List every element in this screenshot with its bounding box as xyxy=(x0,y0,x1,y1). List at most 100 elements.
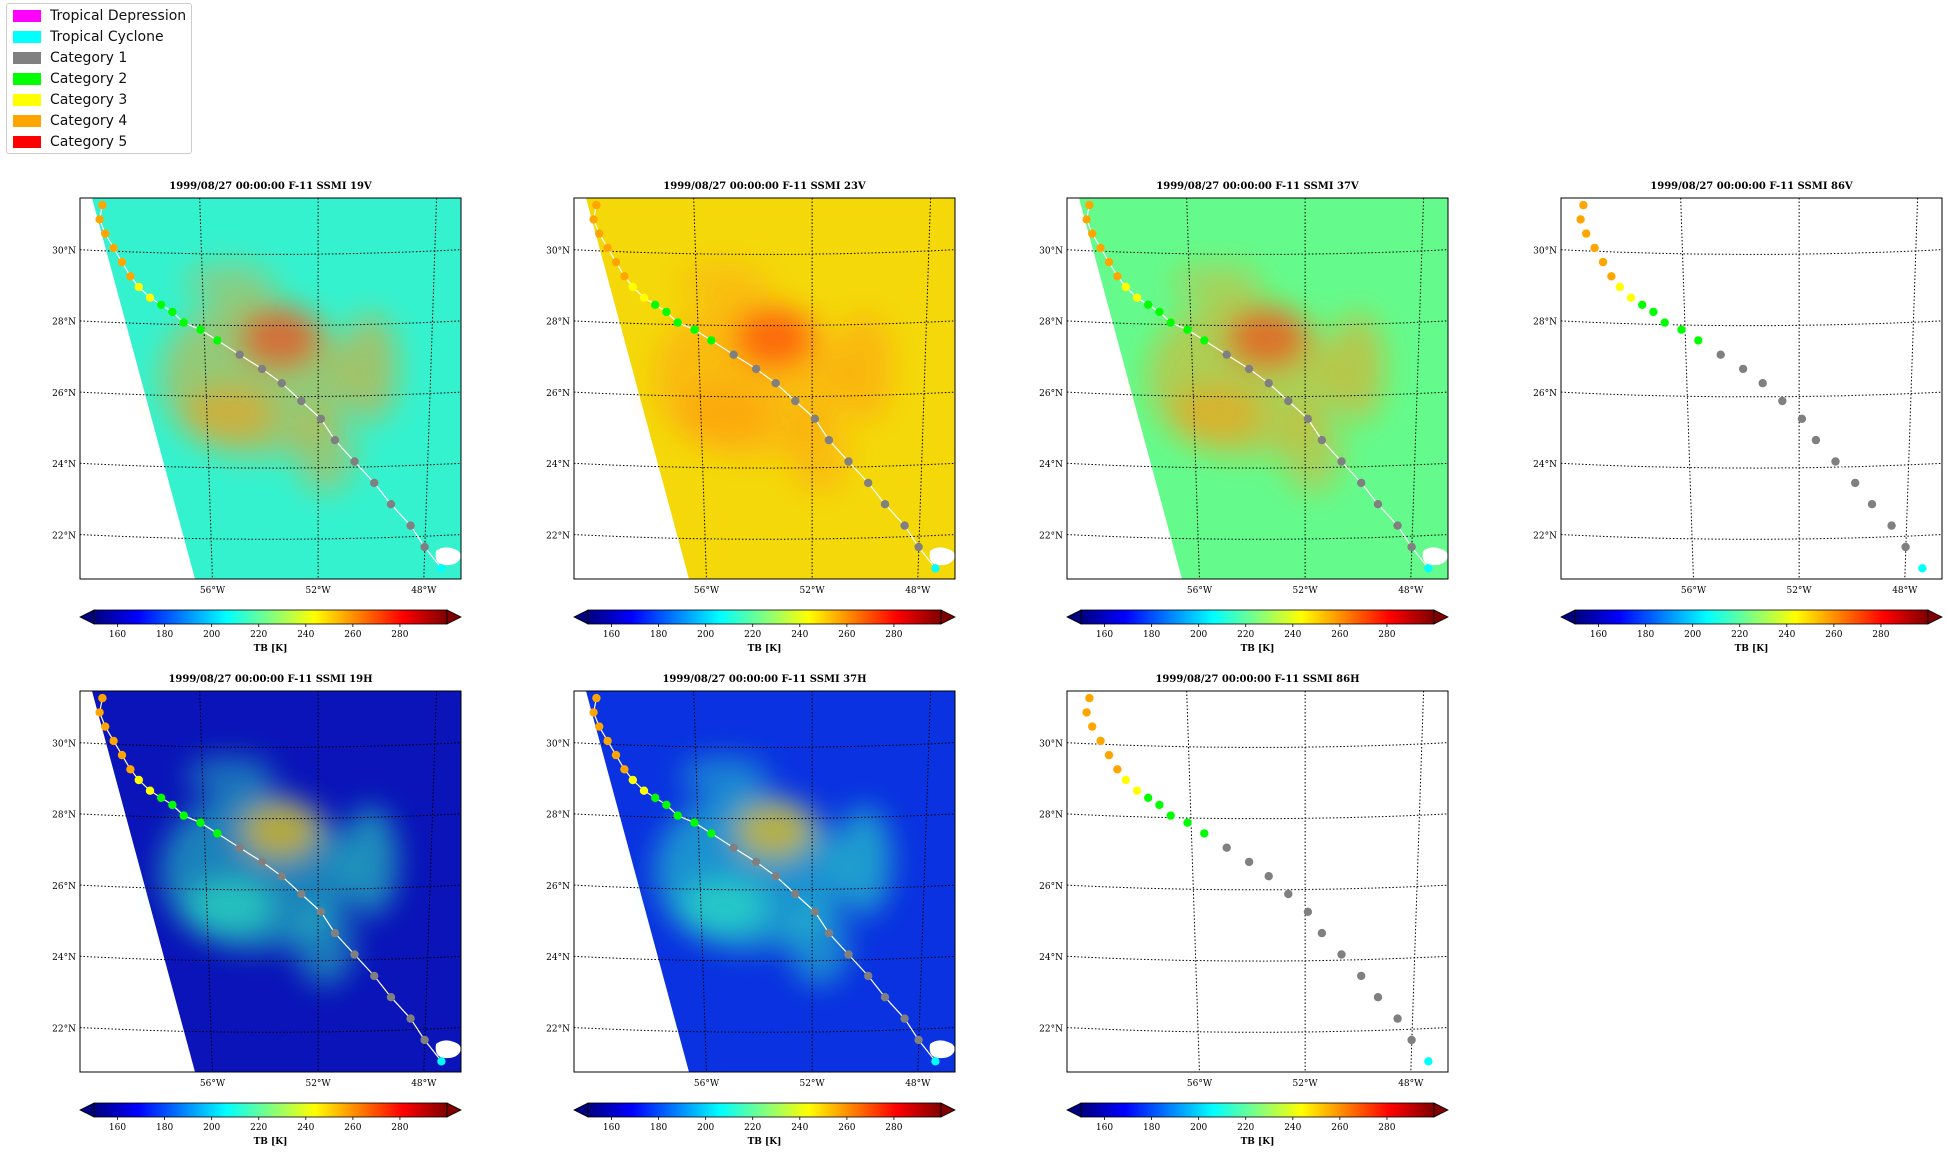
colorbar-tick-label: 240 xyxy=(791,1123,808,1133)
track-point xyxy=(592,200,601,210)
colorbar-tick-label: 180 xyxy=(650,630,667,640)
track-point xyxy=(791,889,800,899)
track-point xyxy=(589,708,598,717)
track-point xyxy=(1649,307,1658,317)
rain-band xyxy=(679,756,769,796)
island xyxy=(929,1040,955,1059)
track-point xyxy=(1121,282,1130,292)
colorbar-tick-label: 200 xyxy=(1684,630,1701,640)
track-point xyxy=(1716,350,1725,359)
colorbar-tick-label: 200 xyxy=(1190,1123,1207,1133)
map-panel: 1999/08/27 00:00:00 F-11 SSMI 19V 30°N 28°… xyxy=(52,181,462,654)
lat-label: 30°N xyxy=(1533,246,1557,256)
lat-label: 28°N xyxy=(52,318,76,328)
colorbar-tick-label: 180 xyxy=(650,1123,667,1133)
parallel-line xyxy=(1067,320,1448,327)
parallel-line xyxy=(80,320,461,327)
colorbar-tick-label: 220 xyxy=(1731,630,1748,640)
parallel-line xyxy=(574,391,955,398)
track-point xyxy=(179,318,188,327)
panel-title: 1999/08/27 00:00:00 F-11 SSMI 37V xyxy=(1156,181,1359,192)
track-point xyxy=(98,200,107,210)
storm-core xyxy=(1227,308,1307,368)
colorbar-tick-label: 280 xyxy=(885,1123,902,1133)
colorbar-gradient xyxy=(587,1102,942,1118)
parallel-line xyxy=(80,813,461,820)
track-point xyxy=(1082,215,1091,224)
track-point xyxy=(1284,396,1293,406)
island xyxy=(435,1040,461,1059)
parallel-line xyxy=(80,249,461,255)
track-point xyxy=(101,722,110,731)
track-point xyxy=(1303,414,1313,423)
track-point xyxy=(420,542,429,552)
colorbar-label: TB [K] xyxy=(1241,1137,1275,1147)
track-point xyxy=(1096,736,1105,746)
track-point xyxy=(690,325,699,334)
map-frame xyxy=(1066,690,1449,1073)
track-point xyxy=(1082,708,1091,717)
track-point xyxy=(1317,435,1327,445)
track-point xyxy=(1626,293,1636,302)
colorbar-tick-label: 280 xyxy=(1378,1123,1395,1133)
track-point xyxy=(370,971,379,981)
colorbar-tick-label: 260 xyxy=(1331,1123,1348,1133)
track-point xyxy=(109,736,118,746)
track-point xyxy=(900,521,909,530)
colorbar-tick-label: 260 xyxy=(838,630,855,640)
track-point xyxy=(1200,829,1209,838)
map-content xyxy=(1067,198,1448,579)
track-point xyxy=(1918,564,1927,573)
lat-label: 30°N xyxy=(52,246,76,256)
lon-label: 52°W xyxy=(799,586,825,596)
track-point xyxy=(1590,243,1599,253)
track-point xyxy=(1677,325,1686,334)
track-point xyxy=(1166,318,1175,327)
track-point xyxy=(134,282,143,292)
rain-band xyxy=(295,413,355,493)
legend-item-category-4: Category 4 xyxy=(13,111,127,131)
meridian-line xyxy=(1904,198,1919,579)
track-point xyxy=(350,457,359,466)
track-point xyxy=(595,229,604,238)
storm-structure xyxy=(654,756,892,986)
rain-band xyxy=(342,806,398,916)
colorbar-label: TB [K] xyxy=(1735,644,1769,654)
panel-title: 1999/08/27 00:00:00 F-11 SSMI 23V xyxy=(663,181,866,192)
track-point xyxy=(1183,818,1192,827)
legend-label: Category 2 xyxy=(50,71,128,87)
colorbar-label: TB [K] xyxy=(748,644,782,654)
track-point xyxy=(1424,564,1433,573)
track-point xyxy=(1373,500,1383,509)
track-point xyxy=(1638,300,1647,309)
rain-band xyxy=(1282,413,1342,493)
track-point xyxy=(1303,907,1313,916)
parallel-line xyxy=(574,884,955,891)
colorbar-gradient xyxy=(1574,609,1929,625)
track-point xyxy=(791,396,800,406)
colorbar-label: TB [K] xyxy=(1241,644,1275,654)
track-point xyxy=(1166,811,1175,820)
colorbar-gradient xyxy=(1080,609,1435,625)
colorbar-min-extend xyxy=(79,1102,95,1118)
storm-core xyxy=(240,308,320,368)
parallel-line xyxy=(80,1027,461,1033)
legend-item-category-3: Category 3 xyxy=(13,90,127,110)
track-point xyxy=(1357,478,1366,488)
map-frame xyxy=(573,690,956,1073)
track-point xyxy=(213,336,222,345)
colorbar: 160 180 200 220 240 260 280 TB [K] xyxy=(1560,609,1943,654)
track-point xyxy=(662,307,671,317)
lon-label: 56°W xyxy=(200,1079,226,1089)
lat-label: 30°N xyxy=(52,739,76,749)
track-point xyxy=(880,993,890,1002)
parallel-line xyxy=(1561,391,1942,398)
colorbar-tick-label: 220 xyxy=(250,1123,267,1133)
parallel-line xyxy=(1561,249,1942,255)
colorbar: 160 180 200 220 240 260 280 TB [K] xyxy=(1066,1102,1449,1147)
colorbar-min-extend xyxy=(573,609,589,625)
track-point xyxy=(1337,950,1346,959)
map-frame xyxy=(1560,197,1943,580)
panel-title: 1999/08/27 00:00:00 F-11 SSMI 86V xyxy=(1650,181,1853,192)
track-point xyxy=(1155,800,1164,810)
